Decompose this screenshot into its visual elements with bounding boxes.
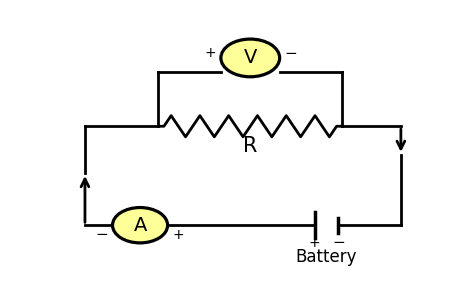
Text: −: − (332, 235, 345, 250)
Text: +: + (173, 228, 184, 242)
Circle shape (221, 39, 280, 77)
Text: −: − (95, 227, 108, 242)
Text: R: R (243, 136, 257, 156)
Text: V: V (244, 48, 257, 67)
Circle shape (112, 207, 168, 243)
Text: A: A (133, 216, 147, 235)
Text: −: − (284, 46, 297, 61)
Text: Battery: Battery (296, 248, 357, 266)
Text: +: + (204, 46, 216, 60)
Text: +: + (309, 236, 320, 250)
